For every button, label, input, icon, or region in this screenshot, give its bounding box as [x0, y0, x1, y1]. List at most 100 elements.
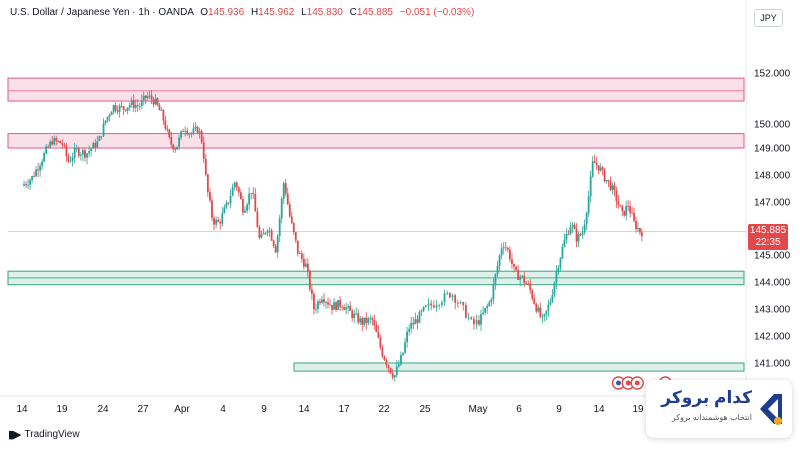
candle-body — [272, 240, 275, 247]
candle-body — [246, 204, 248, 211]
candle — [525, 281, 528, 285]
candle — [23, 180, 25, 187]
candle-body — [482, 312, 484, 314]
candle-body — [211, 200, 213, 218]
candle — [435, 299, 438, 312]
candle-body — [296, 240, 299, 254]
candle-body — [611, 185, 614, 190]
time-tick-label: 14 — [593, 404, 605, 415]
candle-body — [47, 146, 50, 148]
candle-body — [290, 216, 293, 223]
candle — [333, 297, 335, 310]
candle-body — [112, 105, 115, 113]
candle-body — [86, 153, 88, 158]
candle — [456, 300, 459, 308]
candle-body — [555, 271, 558, 283]
candle — [146, 91, 149, 101]
candle-body — [233, 182, 236, 188]
candle — [86, 152, 88, 165]
candle — [250, 192, 253, 200]
candle — [545, 310, 548, 321]
candle — [41, 158, 44, 170]
candle — [611, 182, 614, 195]
candle — [132, 94, 135, 113]
close-label: C — [349, 7, 357, 18]
candle-body — [420, 310, 423, 312]
candle-body — [67, 156, 70, 162]
candle-body — [196, 126, 199, 133]
candle-body — [327, 302, 329, 305]
candle-body — [264, 232, 267, 234]
candle — [51, 135, 54, 146]
candle-body — [298, 253, 301, 255]
candle — [294, 231, 297, 244]
candle — [69, 155, 72, 163]
time-tick-label: 4 — [220, 404, 226, 415]
time-axis: 14 19 24 27 Apr 4 9 14 17 22 25 May 6 9 14 19 — [16, 404, 644, 415]
candle-body — [391, 373, 394, 378]
candle-body — [319, 301, 321, 303]
candle-body — [508, 249, 511, 260]
candle — [369, 314, 372, 324]
economic-event-icon[interactable] — [630, 376, 644, 390]
candle-body — [603, 169, 606, 182]
candle — [164, 115, 167, 131]
candle-body — [41, 161, 44, 166]
candle-body — [321, 299, 323, 303]
candle-body — [184, 130, 187, 132]
candle-body — [202, 142, 205, 159]
candle — [29, 178, 31, 191]
candle — [343, 303, 346, 310]
candle — [67, 153, 70, 164]
candle-body — [331, 305, 333, 310]
candle-body — [629, 206, 632, 213]
candle — [59, 140, 62, 144]
candle — [252, 187, 255, 200]
candle — [198, 127, 201, 139]
candle-body — [120, 105, 123, 107]
candle-body — [547, 304, 550, 311]
candle-body — [258, 227, 261, 238]
candle-body — [587, 196, 590, 214]
candle — [359, 315, 362, 326]
candle-body — [300, 253, 303, 259]
candle-body — [252, 192, 255, 195]
candle — [65, 143, 68, 162]
candle-body — [206, 174, 209, 193]
tradingview-logo[interactable]: ▮▶ TradingView — [8, 428, 80, 441]
candle-body — [168, 129, 171, 138]
broker-title: کدام بروکر — [661, 388, 752, 407]
candle-body — [276, 236, 279, 253]
candle — [416, 314, 419, 330]
candle — [402, 352, 404, 356]
candle-body — [517, 269, 520, 280]
candle — [573, 222, 576, 230]
candle-body — [367, 318, 370, 324]
candle-body — [194, 126, 197, 129]
candle — [549, 297, 552, 306]
candle-body — [337, 299, 339, 310]
candle-body — [33, 176, 35, 177]
candle — [621, 204, 624, 216]
high-value: 145.962 — [258, 7, 295, 18]
symbol-name[interactable]: U.S. Dollar / Japanese Yen · 1h · OANDA — [10, 7, 194, 18]
candle-body — [116, 110, 119, 112]
candle — [511, 253, 513, 269]
candle-body — [545, 310, 548, 315]
candle — [475, 314, 478, 329]
candle — [397, 360, 400, 368]
candle — [430, 299, 433, 311]
candle — [464, 302, 467, 319]
currency-button[interactable]: JPY — [754, 9, 783, 27]
candle — [571, 221, 574, 234]
candle-body — [456, 302, 459, 304]
candle-body — [53, 138, 56, 145]
candle-body — [317, 301, 319, 309]
candle-body — [170, 137, 173, 145]
candle — [190, 131, 193, 138]
candle-body — [235, 182, 238, 188]
candle-body — [94, 143, 97, 148]
candle-body — [525, 282, 528, 284]
candle — [274, 243, 277, 253]
